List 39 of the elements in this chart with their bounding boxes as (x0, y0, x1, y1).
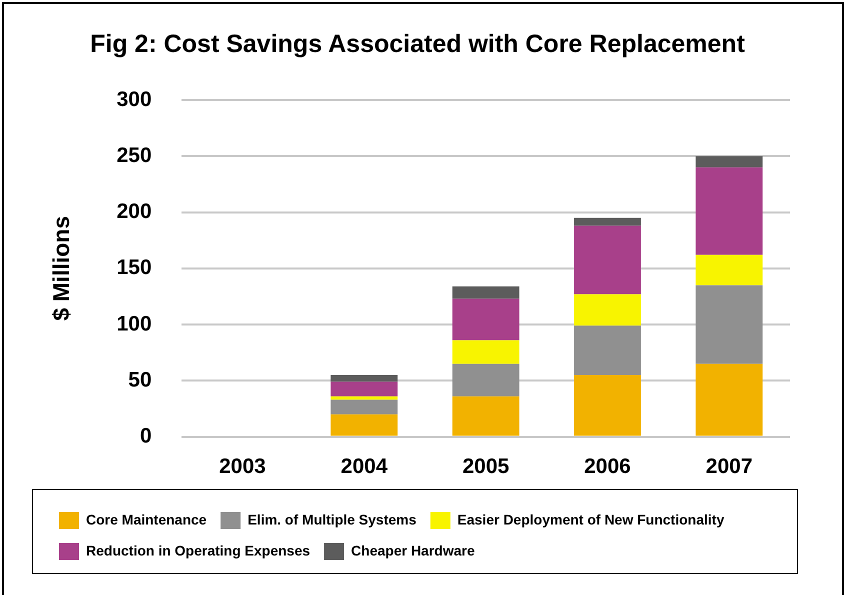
y-tick-label: 150 (116, 256, 152, 280)
x-tick-label: 2004 (340, 455, 388, 478)
bar (330, 414, 398, 436)
bar (696, 254, 763, 286)
y-tick-label: 0 (140, 424, 152, 448)
bar (330, 375, 398, 382)
bar (696, 364, 763, 436)
bar (452, 298, 520, 340)
x-tick-label: 2007 (706, 455, 753, 478)
bar (574, 218, 641, 226)
legend-label: Core Maintenance (86, 511, 207, 528)
y-tick-label: 300 (116, 88, 152, 111)
bar (330, 396, 398, 400)
bar (696, 167, 763, 255)
bar (452, 364, 520, 396)
y-tick-label: 100 (116, 312, 152, 336)
legend-label: Reduction in Operating Expenses (86, 542, 310, 558)
y-axis-title: $ Millions (48, 216, 74, 321)
y-tick-label: 50 (128, 368, 152, 392)
bar (574, 294, 641, 326)
bar (574, 375, 641, 436)
bar (452, 396, 520, 436)
x-tick-label: 2003 (219, 455, 266, 478)
bar (696, 156, 763, 168)
y-tick-label: 200 (116, 200, 152, 224)
bar (574, 326, 641, 376)
chart-title: Fig 2: Cost Savings Associated with Core Replacement (90, 30, 746, 58)
bar (452, 286, 520, 299)
legend-label: Easier Deployment of New Functionality (457, 511, 724, 528)
bar (330, 400, 398, 414)
bar (452, 340, 520, 364)
x-tick-label: 2005 (462, 455, 510, 478)
bar (330, 382, 398, 396)
legend-label: Cheaper Hardware (351, 542, 475, 558)
bar (696, 285, 763, 364)
bar (574, 226, 641, 294)
x-tick-label: 2006 (584, 455, 631, 478)
legend-label: Elim. of Multiple Systems (248, 511, 417, 528)
y-tick-label: 250 (116, 144, 152, 167)
